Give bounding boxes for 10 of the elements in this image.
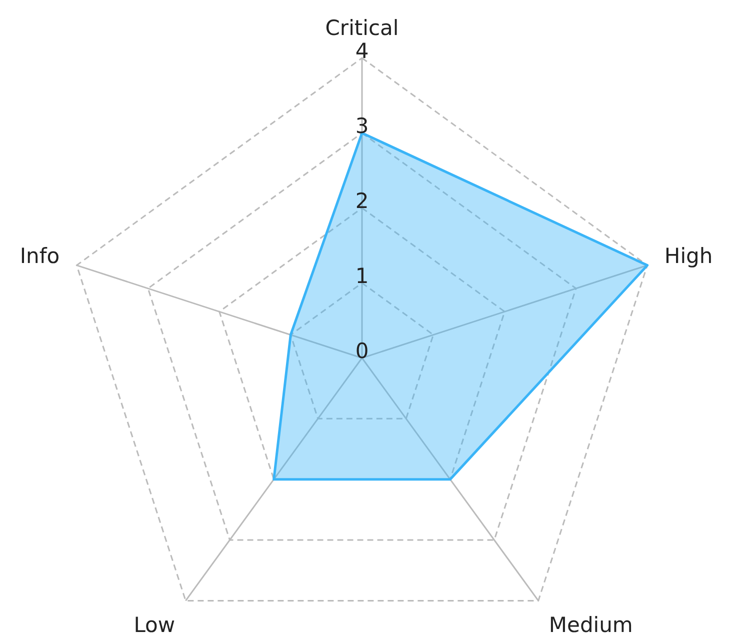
- y-tick-label: 1: [355, 264, 369, 288]
- spoke-label: Low: [134, 612, 176, 637]
- spoke-label: Critical: [325, 16, 399, 40]
- y-tick-label: 2: [355, 189, 369, 213]
- y-tick-label: 4: [355, 39, 369, 63]
- spoke-label: Medium: [548, 612, 633, 637]
- spoke-label: Info: [20, 244, 60, 268]
- y-tick-label: 3: [355, 114, 369, 138]
- spoke-label: High: [664, 244, 713, 268]
- y-tick-label: 0: [355, 339, 369, 363]
